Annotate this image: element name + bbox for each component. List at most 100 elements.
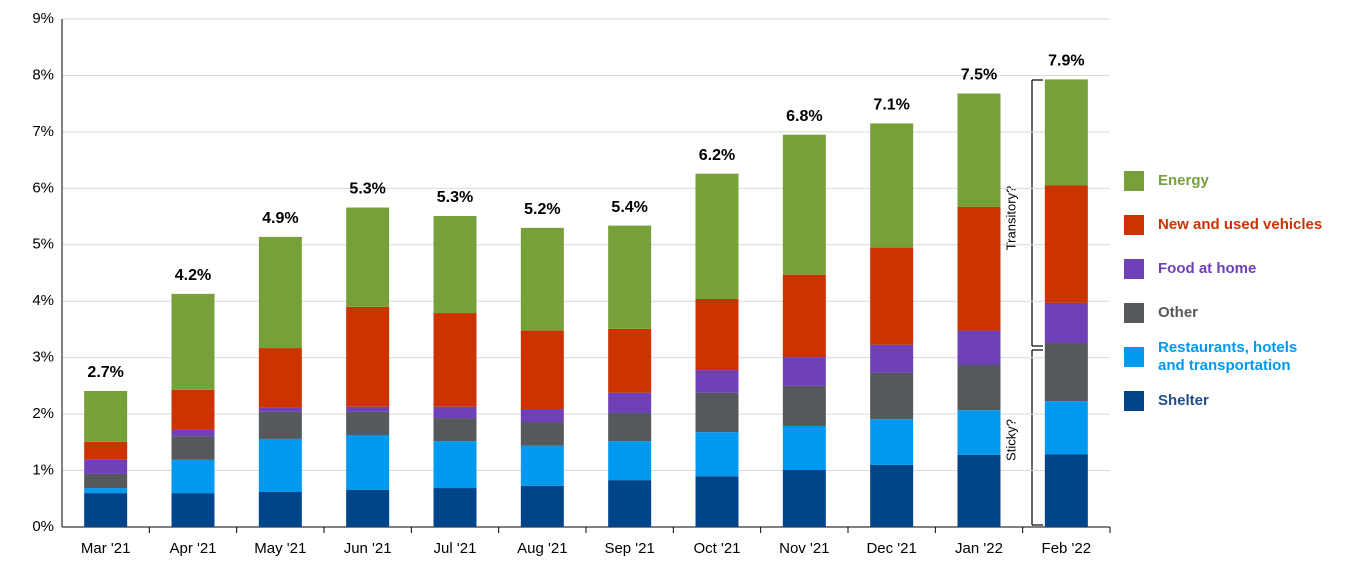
y-tick-label: 0% (32, 518, 54, 535)
x-tick-label: Jun '21 (344, 540, 392, 557)
legend-swatch (1124, 259, 1144, 279)
bar-segment (171, 459, 215, 494)
bar-segment (695, 476, 739, 527)
bar-segment (1044, 302, 1088, 343)
y-tick-label: 3% (32, 349, 54, 366)
y-tick-label: 6% (32, 179, 54, 196)
bar-segment (870, 123, 914, 248)
y-tick-label: 8% (32, 66, 54, 83)
x-tick-label: Nov '21 (779, 540, 829, 557)
bar-segment (957, 206, 1001, 331)
bar-segment (346, 306, 390, 407)
bar-segment (782, 134, 826, 275)
x-tick-label: Dec '21 (866, 540, 916, 557)
legend-label: Energy (1158, 172, 1209, 189)
legend-label: New and used vehicles (1158, 216, 1323, 233)
bar-segment (171, 293, 215, 390)
bar-segment (695, 370, 739, 393)
bar-segment (258, 348, 302, 408)
bar-segment (1044, 342, 1088, 402)
bar-segment (258, 411, 302, 439)
bar-segment (520, 409, 564, 423)
annotation: Sticky? (1003, 419, 1018, 461)
bar-segment (695, 298, 739, 371)
total-label: 6.8% (786, 108, 822, 125)
bar-segment (957, 365, 1001, 411)
legend-item: New and used vehicles (1124, 214, 1364, 236)
x-tick-label: Aug '21 (517, 540, 567, 557)
x-tick-label: Jan '22 (955, 540, 1003, 557)
bar-segment (695, 432, 739, 477)
bar-segment (84, 488, 128, 494)
legend-swatch (1124, 215, 1144, 235)
bar-segment (695, 173, 739, 299)
y-tick-label: 9% (32, 10, 54, 27)
bar-segment (782, 385, 826, 426)
bar-segment (346, 207, 390, 307)
total-label: 2.7% (87, 364, 123, 381)
legend-label: Shelter (1158, 392, 1209, 409)
bar-segment (84, 473, 128, 489)
total-label: 7.9% (1048, 53, 1084, 70)
bar-segment (84, 390, 128, 442)
legend: Energy New and used vehicles Food at home O… (1124, 170, 1364, 434)
bar-segment (870, 419, 914, 465)
bar-segment (520, 330, 564, 410)
total-label: 4.9% (262, 210, 298, 227)
bar-segment (782, 357, 826, 386)
bar-segment (957, 93, 1001, 207)
bar-segment (870, 464, 914, 527)
y-tick-label: 5% (32, 236, 54, 253)
x-tick-label: Sep '21 (604, 540, 654, 557)
total-label: 6.2% (699, 147, 735, 164)
bar-segment (957, 330, 1001, 366)
bar-segment (1044, 79, 1088, 186)
legend-label: Restaurants, hotels and transportation (1158, 339, 1298, 374)
total-label: 5.2% (524, 201, 560, 218)
bar-segment (433, 441, 477, 489)
total-label: 5.3% (349, 181, 385, 198)
y-tick-label: 7% (32, 123, 54, 140)
bar-segment (520, 227, 564, 331)
bar-segment (84, 493, 128, 527)
bar-segment (608, 480, 652, 527)
total-label: 5.3% (437, 189, 473, 206)
x-tick-label: Apr '21 (169, 540, 216, 557)
bar-segment (870, 344, 914, 373)
bar-segment (433, 313, 477, 407)
bar-segment (1044, 401, 1088, 455)
bar-segment (782, 425, 826, 470)
x-tick-label: Feb '22 (1042, 540, 1092, 557)
x-tick-label: Mar '21 (81, 540, 131, 557)
bar-segment (433, 406, 477, 419)
y-tick-label: 4% (32, 292, 54, 309)
bar-segment (870, 372, 914, 420)
x-tick-label: Jul '21 (434, 540, 477, 557)
legend-item: Restaurants, hotels and transportation (1124, 339, 1364, 374)
bar-segment (346, 434, 390, 490)
legend-item: Food at home (1124, 258, 1364, 280)
legend-swatch (1124, 303, 1144, 323)
x-tick-label: Oct '21 (693, 540, 740, 557)
legend-item: Other (1124, 302, 1364, 324)
bar-segment (258, 407, 302, 412)
bar-segment (1044, 454, 1088, 527)
x-tick-label: May '21 (254, 540, 306, 557)
bar-segment (171, 493, 215, 527)
total-label: 7.1% (873, 97, 909, 114)
total-label: 5.4% (611, 199, 647, 216)
bar-segment (608, 412, 652, 442)
bar-segment (171, 429, 215, 437)
bar-segment (608, 392, 652, 413)
bar-segment (433, 488, 477, 527)
bar-segment (258, 236, 302, 349)
bar-segment (957, 410, 1001, 455)
total-label: 4.2% (175, 267, 211, 284)
bar-segment (171, 389, 215, 430)
legend-label: Food at home (1158, 260, 1257, 277)
bar-segment (608, 225, 652, 329)
annotation: Transitory? (1003, 186, 1018, 251)
bar-segment (433, 418, 477, 442)
bar-segment (870, 247, 914, 345)
